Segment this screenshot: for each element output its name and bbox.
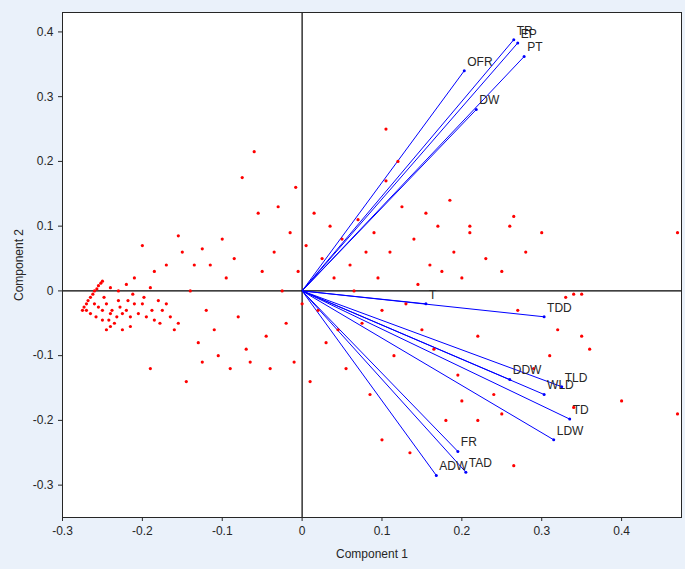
svg-text:ADW: ADW (439, 459, 468, 473)
svg-text:0.2: 0.2 (454, 524, 471, 538)
svg-text:-0.1: -0.1 (212, 524, 233, 538)
svg-text:OFR: OFR (467, 55, 493, 69)
svg-text:T: T (429, 288, 437, 302)
svg-text:TLD: TLD (564, 370, 588, 385)
svg-text:-0.3: -0.3 (33, 478, 54, 492)
svg-text:0.2: 0.2 (37, 154, 54, 168)
svg-text:LDW: LDW (557, 424, 584, 438)
svg-text:-0.2: -0.2 (132, 524, 153, 538)
svg-text:0.4: 0.4 (37, 25, 54, 39)
svg-text:DW: DW (479, 93, 500, 107)
svg-text:Component 2: Component 2 (12, 229, 26, 301)
svg-text:DDW: DDW (513, 363, 542, 377)
svg-text:WLD: WLD (547, 378, 574, 392)
svg-text:-0.1: -0.1 (33, 348, 54, 362)
svg-text:TAD: TAD (469, 456, 492, 470)
svg-text:0.3: 0.3 (533, 524, 550, 538)
svg-text:EP: EP (521, 27, 537, 41)
svg-text:PT: PT (527, 40, 543, 54)
svg-text:0.4: 0.4 (613, 524, 630, 538)
svg-text:-0.2: -0.2 (33, 413, 54, 427)
svg-text:0.1: 0.1 (37, 219, 54, 233)
svg-text:-0.3: -0.3 (52, 524, 73, 538)
svg-text:0: 0 (299, 524, 306, 538)
svg-text:0.1: 0.1 (374, 524, 391, 538)
svg-text:0.3: 0.3 (37, 90, 54, 104)
svg-text:TD: TD (573, 403, 589, 417)
svg-text:0: 0 (47, 284, 54, 298)
svg-text:Component 1: Component 1 (336, 547, 408, 561)
svg-text:FR: FR (461, 435, 477, 449)
svg-text:TDD: TDD (547, 301, 572, 315)
